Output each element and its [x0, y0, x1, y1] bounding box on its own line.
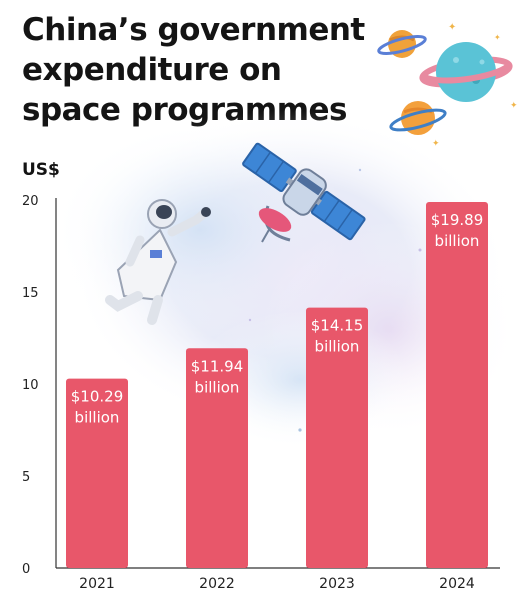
y-tick-label: 15: [22, 286, 39, 301]
x-axis-categories: 2021 2022 2023 2024: [79, 576, 475, 592]
svg-text:✦: ✦: [494, 33, 501, 42]
svg-text:✦: ✦: [432, 138, 440, 148]
x-tick-label: 2024: [439, 576, 475, 592]
data-label: billion: [75, 409, 120, 427]
y-tick-label: 20: [22, 194, 39, 209]
x-tick-label: 2021: [79, 576, 115, 592]
bar-2022: [186, 348, 248, 568]
y-tick-label: 5: [22, 470, 30, 485]
blue-ringed-planet-icon: [419, 42, 513, 102]
small-orange-planet-icon: [377, 30, 427, 58]
data-label: $10.29: [71, 388, 124, 406]
y-tick-label: 0: [22, 562, 30, 577]
bars: $10.29 billion $11.94 billion $14.15 billion $…: [66, 202, 488, 569]
data-label: billion: [195, 378, 240, 396]
x-tick-label: 2023: [319, 576, 355, 592]
data-label: billion: [435, 232, 480, 250]
orange-ringed-planet-icon: [389, 101, 447, 135]
planets: ✦ ✦ ✦ ✦: [377, 22, 518, 148]
svg-text:✦: ✦: [510, 100, 518, 110]
y-axis-ticks: 0 5 10 15 20: [22, 194, 39, 577]
y-axis-unit-label: US$: [22, 160, 60, 180]
y-tick-label: 10: [22, 378, 39, 393]
data-label: $11.94: [191, 357, 244, 375]
astronaut-icon: [105, 199, 211, 325]
data-label: $19.89: [431, 211, 484, 229]
bar-2024: [426, 202, 488, 569]
bar-2023: [306, 307, 368, 568]
svg-text:✦: ✦: [448, 22, 456, 33]
data-label: $14.15: [311, 317, 364, 335]
satellite-icon: [242, 142, 366, 243]
x-tick-label: 2022: [199, 576, 235, 592]
data-label: billion: [315, 338, 360, 356]
bar-2021: [66, 378, 128, 568]
